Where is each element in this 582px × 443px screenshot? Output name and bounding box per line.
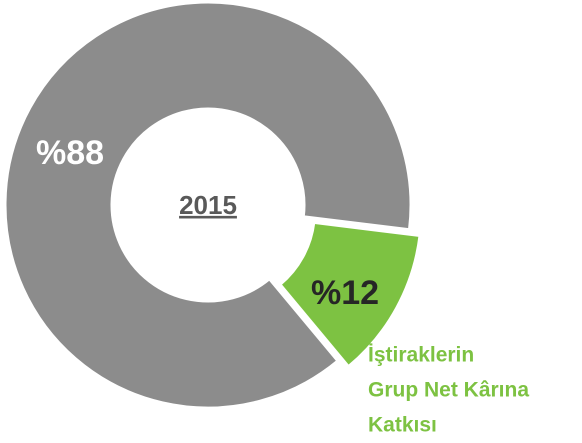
value-label: %88 bbox=[36, 134, 104, 172]
annotation: İştiraklerin bbox=[368, 344, 474, 367]
annotation: Katkısı bbox=[368, 414, 437, 437]
donut-slice bbox=[277, 220, 422, 369]
annotation: Grup Net Kârına bbox=[368, 379, 529, 402]
chart-title: 2015 bbox=[179, 190, 237, 220]
donut-slice bbox=[3, 0, 413, 410]
value-label: %12 bbox=[311, 274, 379, 312]
